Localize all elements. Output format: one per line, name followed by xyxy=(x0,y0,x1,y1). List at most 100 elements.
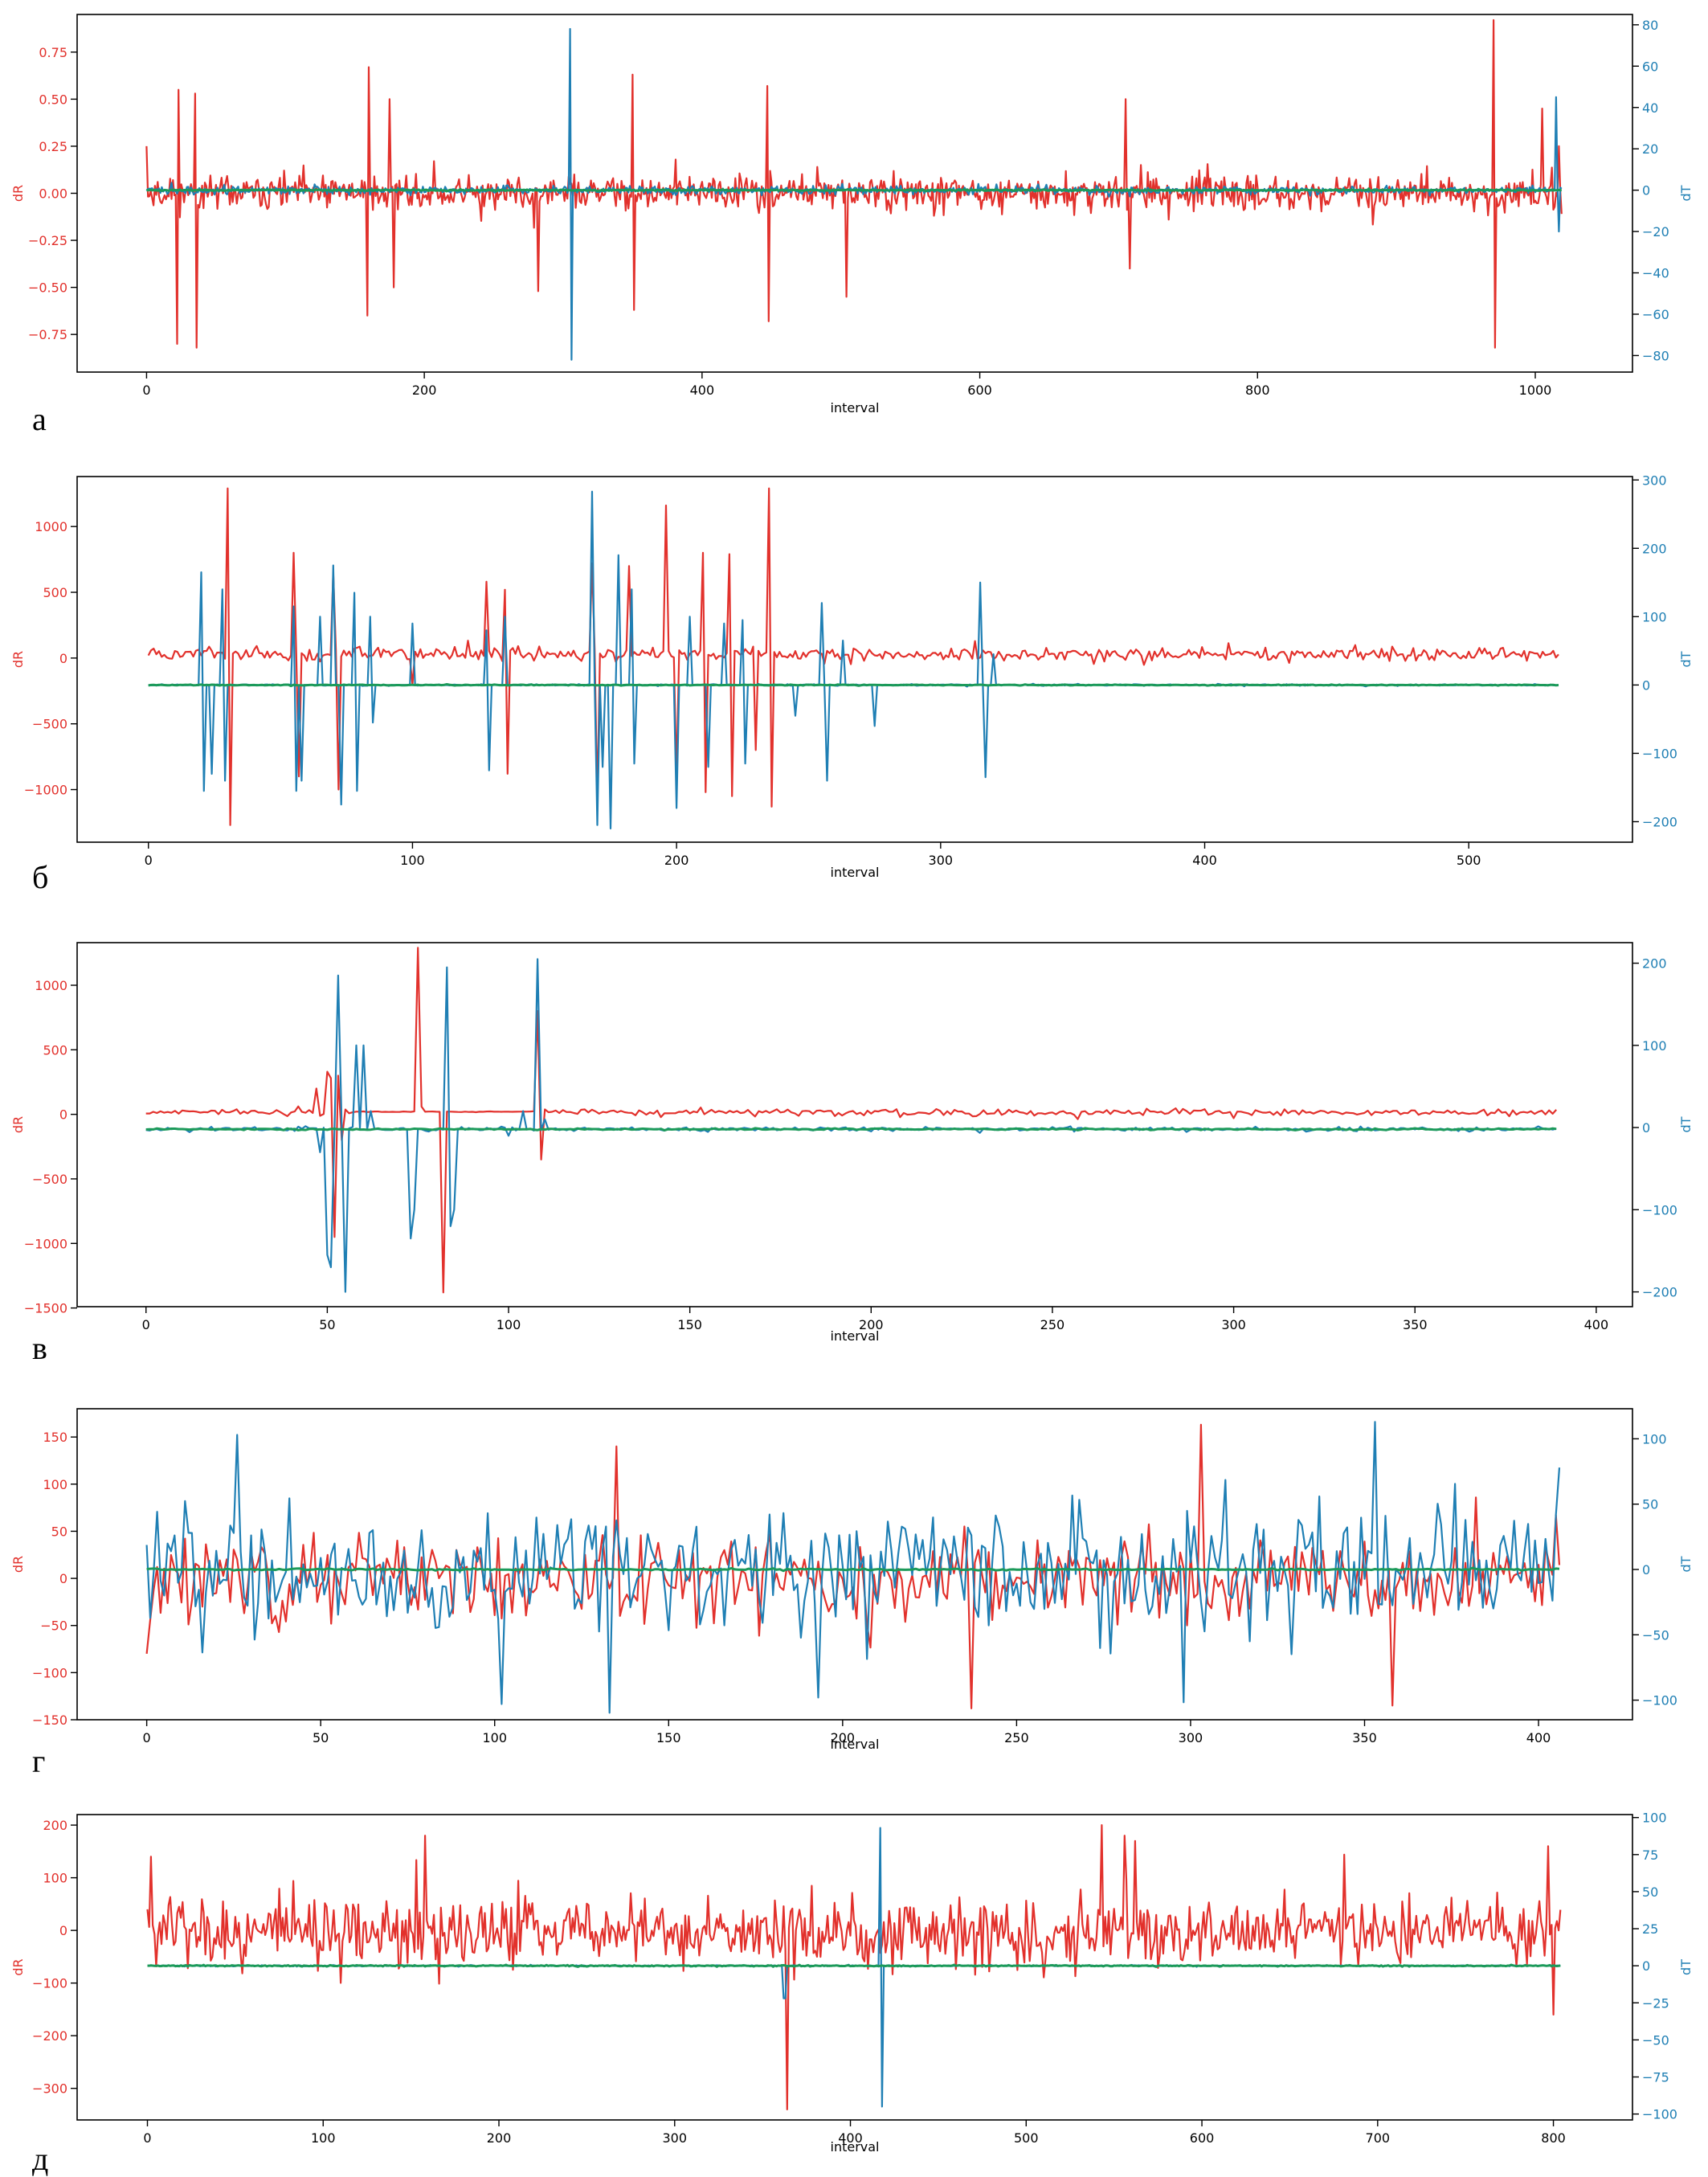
x-tick-label: 700 xyxy=(1366,2130,1391,2146)
axes-frame xyxy=(76,1408,1633,1721)
panel-label: б xyxy=(32,859,48,895)
x-axis-label: interval xyxy=(831,1737,880,1752)
axes-frame xyxy=(76,942,1633,1307)
x-tick-label: 800 xyxy=(1245,383,1270,398)
y-right-axis-label: dT xyxy=(1678,651,1694,667)
y-right-tick-label: 50 xyxy=(1642,1884,1658,1900)
x-tick-label: 200 xyxy=(487,2130,512,2146)
y-right-tick-label: 20 xyxy=(1642,141,1658,157)
x-tick-label: 500 xyxy=(1014,2130,1039,2146)
x-tick-label: 150 xyxy=(656,1730,681,1745)
y-left-axis-label: dR xyxy=(10,1556,26,1573)
y-left-tick-label: 50 xyxy=(51,1524,67,1539)
x-tick-label: 150 xyxy=(677,1317,702,1332)
y-right-tick-label: 100 xyxy=(1642,609,1667,624)
x-tick-label: 300 xyxy=(929,853,954,868)
x-tick-label: 0 xyxy=(142,1317,150,1332)
x-tick-label: 250 xyxy=(1004,1730,1029,1745)
x-tick-label: 0 xyxy=(143,1730,151,1745)
chart-panel-2: 0 100 200 300 400 500interval−1000−5000500100… xyxy=(10,473,1694,895)
series-dR-line xyxy=(145,18,1563,349)
x-tick-label: 1000 xyxy=(1519,383,1552,398)
y-left-axis-label: dR xyxy=(10,1116,26,1133)
y-left-tick-label: 0 xyxy=(59,1571,67,1586)
y-right-tick-label: 100 xyxy=(1642,1038,1667,1054)
x-tick-label: 0 xyxy=(143,2130,151,2146)
y-left-tick-label: 0 xyxy=(59,1923,67,1938)
x-tick-label: 400 xyxy=(690,383,715,398)
chart-panels: 0 200 400 600 800 1000interval−0.75−0.50−0.25… xyxy=(10,14,1694,2177)
panel-label: в xyxy=(32,1330,47,1366)
y-right-tick-label: −200 xyxy=(1642,1285,1677,1300)
y-left-tick-label: −100 xyxy=(32,1665,67,1680)
y-left-tick-label: 1000 xyxy=(35,978,67,993)
series-zero-line xyxy=(147,1963,1561,1968)
y-left-tick-label: 150 xyxy=(43,1430,67,1445)
y-left-tick-label: −500 xyxy=(32,717,67,732)
series-dR-line xyxy=(146,1824,1562,2110)
y-right-tick-label: −100 xyxy=(1642,746,1677,761)
y-right-tick-label: −20 xyxy=(1642,224,1669,239)
y-left-tick-label: −300 xyxy=(32,2081,67,2097)
plot-area xyxy=(145,1421,1561,1714)
x-tick-label: 100 xyxy=(496,1317,521,1332)
y-left-tick-label: 100 xyxy=(43,1871,67,1886)
y-right-tick-label: 60 xyxy=(1642,59,1658,74)
y-right-tick-label: −50 xyxy=(1642,1627,1669,1643)
panel-label: а xyxy=(32,401,47,437)
x-tick-label: 400 xyxy=(1526,1730,1551,1745)
y-left-axis-label: dR xyxy=(10,1958,26,1975)
y-right-tick-label: −100 xyxy=(1642,1693,1677,1708)
x-tick-label: 200 xyxy=(859,1317,884,1332)
x-tick-label: 300 xyxy=(1179,1730,1203,1745)
x-tick-label: 400 xyxy=(1192,853,1217,868)
y-left-tick-label: 100 xyxy=(43,1477,67,1492)
y-right-tick-label: −25 xyxy=(1642,1995,1669,2011)
y-right-tick-label: 50 xyxy=(1642,1497,1658,1512)
y-right-tick-label: 25 xyxy=(1642,1921,1658,1937)
series-zero-line xyxy=(146,187,1562,193)
chart-panel-3: 0 50 100 150 200 250 300 350 400 interval −1500 −10… xyxy=(10,942,1694,1366)
x-tick-label: 200 xyxy=(412,383,437,398)
y-right-tick-label: 40 xyxy=(1642,100,1658,116)
y-left-tick-label: 0 xyxy=(59,651,67,666)
plot-area xyxy=(146,1824,1562,2110)
y-right-tick-label: 0 xyxy=(1642,677,1650,693)
axes-frame xyxy=(76,476,1633,843)
series-dT-line xyxy=(145,27,1563,361)
y-left-tick-label: 0.25 xyxy=(39,139,67,154)
y-right-tick-label: −100 xyxy=(1642,2107,1677,2122)
x-tick-label: 0 xyxy=(145,853,153,868)
y-left-tick-label: −1000 xyxy=(24,783,67,798)
series-zero-line xyxy=(145,1127,1557,1131)
y-left-tick-label: 0.75 xyxy=(39,45,67,60)
chart-panel-4: 0 50 100 150 200 250 300 350 400 interval −150 −100… xyxy=(10,1408,1694,1779)
y-right-tick-label: 0 xyxy=(1642,1562,1650,1578)
y-right-tick-label: 75 xyxy=(1642,1848,1658,1863)
y-left-tick-label: −1500 xyxy=(24,1301,67,1316)
x-tick-label: 0 xyxy=(142,383,150,398)
x-tick-label: 50 xyxy=(313,1730,329,1745)
y-right-tick-label: 200 xyxy=(1642,541,1667,556)
y-right-tick-label: 300 xyxy=(1642,473,1667,488)
y-left-tick-label: −200 xyxy=(32,2028,67,2044)
x-tick-label: 250 xyxy=(1040,1317,1065,1332)
y-right-axis-label: dT xyxy=(1678,1116,1694,1132)
y-right-tick-label: −40 xyxy=(1642,266,1669,281)
series-dR-line xyxy=(147,487,1559,826)
series-dT-line xyxy=(145,958,1557,1293)
y-left-tick-label: 0.00 xyxy=(39,186,67,202)
series-dR-line xyxy=(145,947,1558,1294)
x-tick-label: 800 xyxy=(1541,2130,1566,2146)
y-left-tick-label: 500 xyxy=(43,585,67,600)
x-tick-label: 600 xyxy=(1190,2130,1215,2146)
x-axis-label: interval xyxy=(831,1328,880,1344)
y-right-tick-label: −200 xyxy=(1642,814,1677,829)
series-dT-line xyxy=(145,1421,1561,1714)
x-axis-label: interval xyxy=(831,2139,880,2154)
x-tick-label: 300 xyxy=(663,2130,688,2146)
plot-area xyxy=(145,18,1563,361)
panel-label: д xyxy=(32,2141,48,2177)
y-left-tick-label: −150 xyxy=(32,1713,67,1728)
y-right-tick-label: −80 xyxy=(1642,348,1669,363)
